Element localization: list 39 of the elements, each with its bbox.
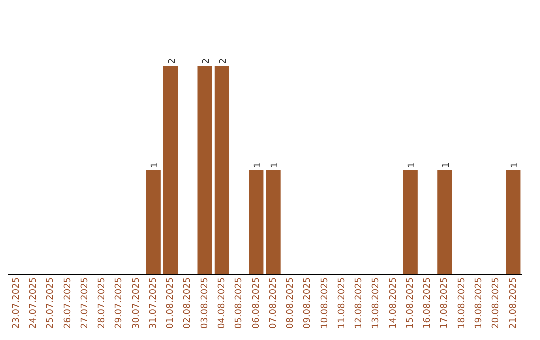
x-tick-label: 10.08.2025: [320, 277, 330, 329]
x-tick-label: 08.08.2025: [286, 277, 296, 329]
x-tick-label: 20.08.2025: [492, 277, 502, 329]
x-tick-label: 28.07.2025: [98, 277, 108, 329]
x-tick-label: 17.08.2025: [440, 277, 450, 329]
x-tick-label: 30.07.2025: [132, 277, 142, 329]
x-tick-label: 02.08.2025: [183, 277, 194, 329]
data-label: 1: [408, 162, 418, 168]
data-label: 2: [202, 58, 212, 64]
x-tick-label: 16.08.2025: [423, 277, 434, 329]
x-tick-label: 01.08.2025: [166, 277, 176, 329]
x-tick-label: 18.08.2025: [457, 277, 468, 329]
x-tick-label: 13.08.2025: [372, 277, 382, 329]
x-tick-label: 24.07.2025: [29, 277, 40, 329]
data-label: 2: [219, 58, 230, 64]
data-label: 1: [253, 162, 264, 168]
x-tick-label: 21.08.2025: [508, 277, 519, 329]
x-tick-label: 07.08.2025: [268, 277, 279, 329]
x-tick-label: 03.08.2025: [200, 277, 210, 329]
x-tick-label: 27.07.2025: [80, 277, 90, 329]
x-tick-label: 05.08.2025: [234, 277, 245, 329]
data-label: 1: [270, 162, 281, 168]
x-tick-label: 29.07.2025: [114, 277, 125, 329]
x-tick-label: 31.07.2025: [148, 277, 159, 329]
x-tick-label: 11.08.2025: [337, 277, 348, 329]
x-tick-label: 25.07.2025: [46, 277, 56, 329]
x-tick-label: 14.08.2025: [388, 277, 399, 329]
x-tick-label: 26.07.2025: [63, 277, 74, 329]
x-tick-label: 23.07.2025: [12, 277, 22, 329]
x-tick-label: 04.08.2025: [218, 277, 228, 329]
data-label: 2: [168, 58, 178, 64]
x-tick-label: 06.08.2025: [252, 277, 262, 329]
x-tick-label: 09.08.2025: [303, 277, 314, 329]
x-tick-label: 12.08.2025: [354, 277, 365, 329]
x-tick-label: 19.08.2025: [474, 277, 485, 329]
x-tick-label: 15.08.2025: [406, 277, 416, 329]
data-label: 1: [442, 162, 452, 168]
data-label: 1: [510, 162, 520, 168]
data-label: 1: [150, 162, 161, 168]
